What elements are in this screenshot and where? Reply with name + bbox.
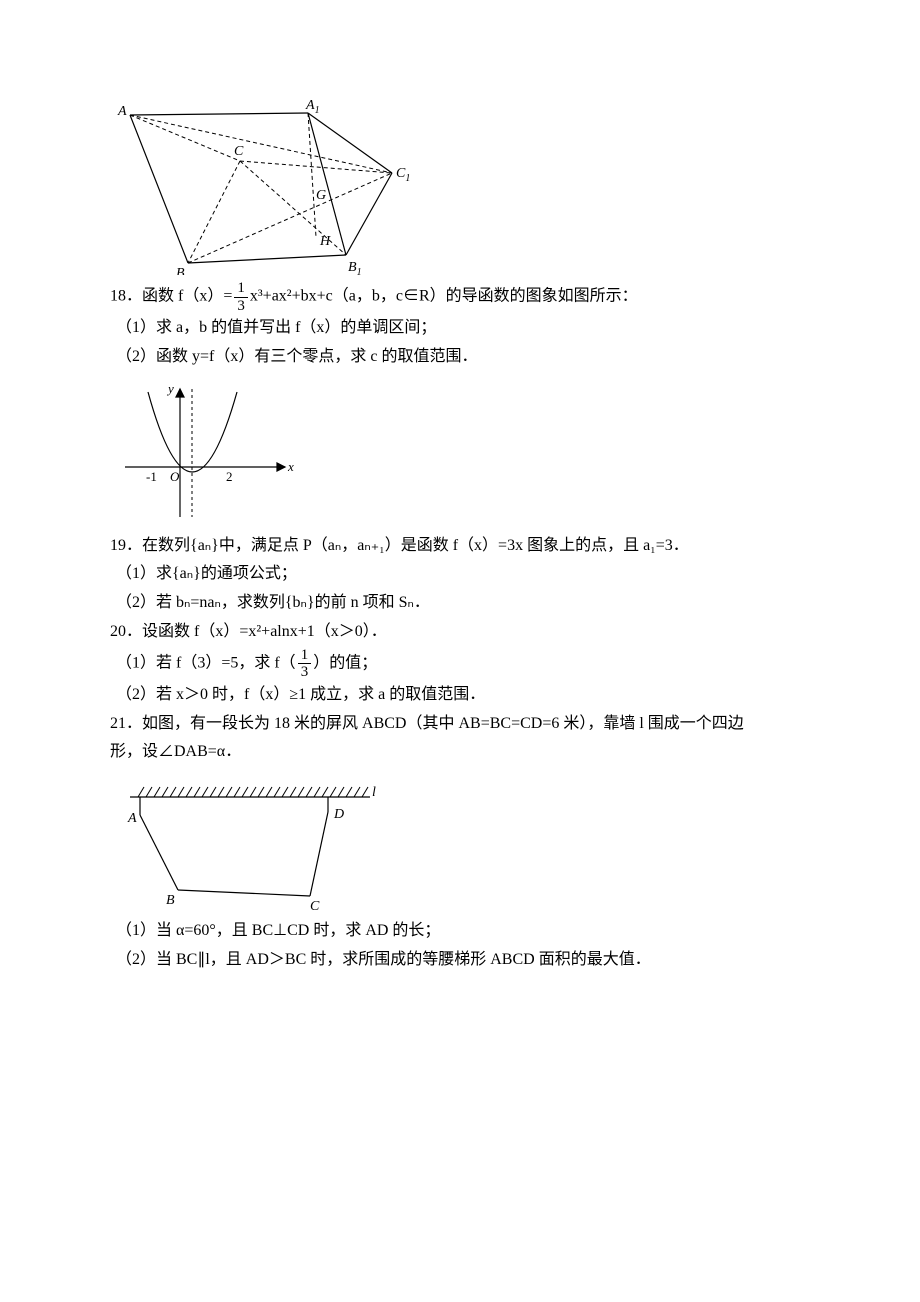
label-C1: C1 [396, 166, 410, 184]
label-B2: B [166, 893, 175, 908]
q20-stem: 20．设函数 f（x）=x²+alnx+1（x＞0）． [110, 618, 810, 647]
q21-num: 21． [110, 715, 142, 732]
tick-neg1: -1 [146, 469, 157, 484]
axis-x-label: x [287, 459, 294, 474]
q21-stem2: 形，设∠DAB=α． [110, 738, 810, 767]
q21-stem1: 21．如图，有一段长为 18 米的屏风 ABCD（其中 AB=BC=CD=6 米… [110, 710, 810, 739]
axis-y-label: y [166, 381, 174, 396]
q21-part1: （1）当 α=60°，且 BC⊥CD 时，求 AD 的长； [110, 917, 810, 946]
label-D: D [333, 807, 344, 822]
frac-1-3-b: 13 [298, 647, 312, 681]
label-l: l [372, 785, 376, 800]
q18-part1: （1）求 a，b 的值并写出 f（x）的单调区间； [110, 314, 810, 343]
label-B: B [176, 266, 185, 275]
q18-stem: 18．函数 f（x）=13x³+ax²+bx+c（a，b，c∈R）的导函数的图象… [110, 280, 810, 314]
q20-part2: （2）若 x＞0 时，f（x）≥1 成立，求 a 的取值范围． [110, 681, 810, 710]
label-A2: A [127, 811, 137, 826]
q18-part2: （2）函数 y=f（x）有三个零点，求 c 的取值范围． [110, 343, 810, 372]
figure-prism: A A1 B B1 C C1 G H [110, 95, 810, 275]
q20-part1: （1）若 f（3）=5，求 f（13）的值； [110, 647, 810, 681]
tick-origin: O [170, 469, 180, 484]
figure-derivative-graph: x y -1 O 2 [110, 377, 810, 527]
label-A: A [117, 104, 127, 119]
label-C2: C [310, 899, 320, 912]
q21-part2: （2）当 BC∥l，且 AD＞BC 时，求所围成的等腰梯形 ABCD 面积的最大… [110, 946, 810, 975]
label-H: H [319, 234, 331, 249]
q19-part2: （2）若 bₙ=naₙ，求数列{bₙ}的前 n 项和 Sₙ． [110, 589, 810, 618]
label-B1: B1 [348, 260, 362, 275]
frac-1-3: 13 [234, 280, 248, 314]
q19-num: 19． [110, 537, 142, 554]
label-G: G [316, 188, 326, 203]
tick-2: 2 [226, 469, 233, 484]
q20-num: 20． [110, 623, 142, 640]
q18-num: 18． [110, 288, 142, 305]
q19-stem: 19．在数列{aₙ}中，满足点 P（aₙ，aₙ₊₁）是函数 f（x）=3x 图象… [110, 532, 810, 561]
q19-part1: （1）求{aₙ}的通项公式； [110, 560, 810, 589]
label-C: C [234, 144, 244, 159]
figure-trapezoid: A D B C l [110, 772, 810, 912]
